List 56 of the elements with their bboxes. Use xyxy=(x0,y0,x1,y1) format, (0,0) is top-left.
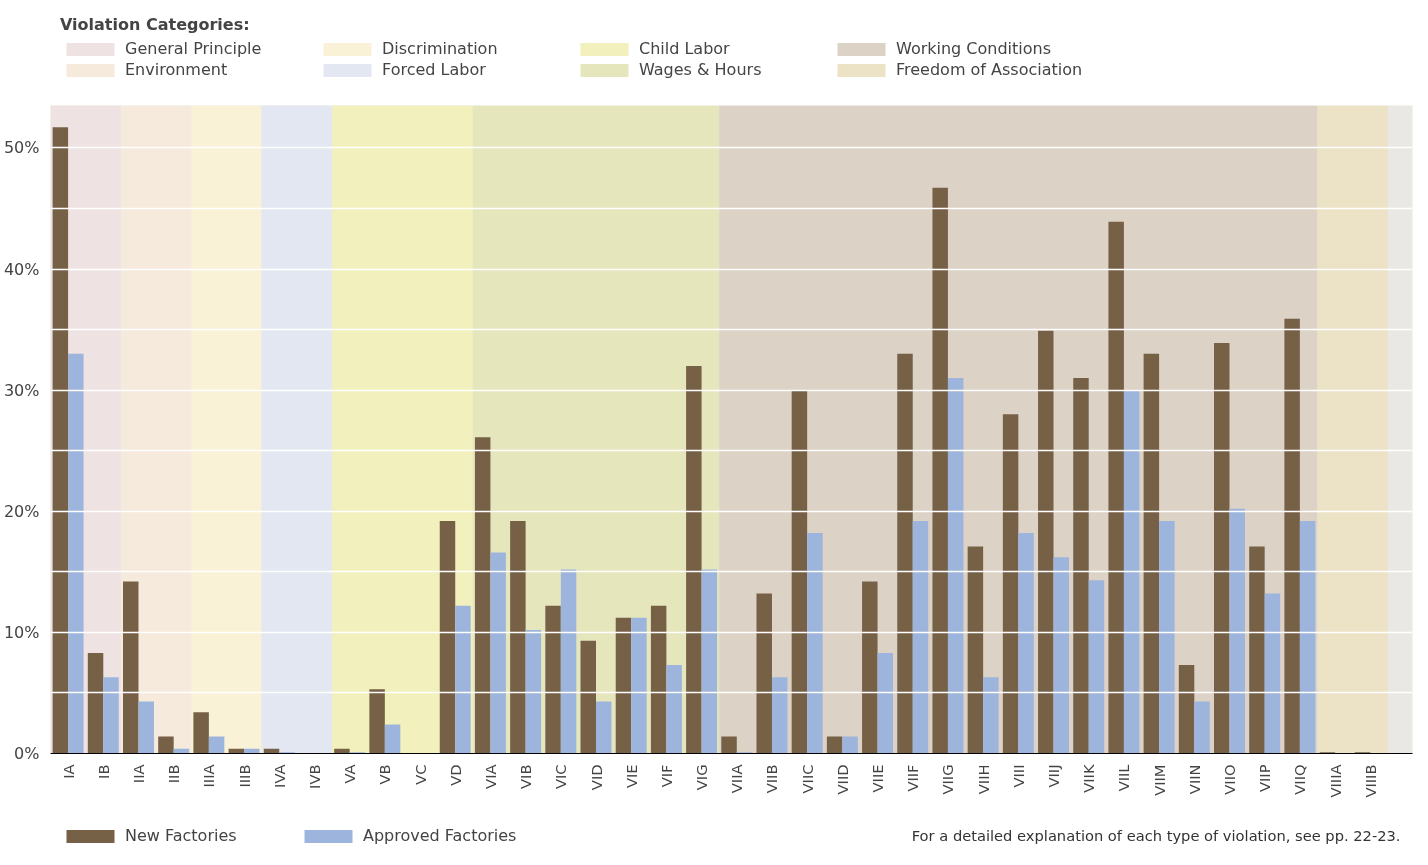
x-tick-label: VIIK xyxy=(1080,764,1098,793)
legend-label: Wages & Hours xyxy=(639,60,763,79)
x-tick-label: VIIC xyxy=(798,764,816,794)
x-tick-label: IVB xyxy=(305,764,323,789)
x-tick-label: VIIO xyxy=(1220,764,1238,795)
x-tick-label: VIIL xyxy=(1115,763,1133,792)
x-tick-label: IIIB xyxy=(235,764,253,788)
legend-title: Violation Categories: xyxy=(60,15,251,34)
x-tick-label: VIIH xyxy=(974,764,992,795)
y-tick-label: 20% xyxy=(3,501,40,521)
x-tick-label: VIIM xyxy=(1150,764,1168,796)
x-tick-label: VID xyxy=(587,764,605,791)
x-tick-label: VIF xyxy=(657,764,675,788)
x-tick-label: IIIA xyxy=(200,764,218,788)
legend-label: General Principle xyxy=(125,39,263,58)
x-tick-label: VIC xyxy=(552,764,570,790)
x-tick-label: VIIA xyxy=(728,764,746,794)
x-tick-label: VIE xyxy=(622,764,640,789)
legend-label: Environment xyxy=(125,60,229,79)
x-tick-label: VIIQ xyxy=(1291,764,1309,795)
x-tick-label: IB xyxy=(94,764,112,779)
x-tick-label: VIA xyxy=(481,764,499,789)
x-tick-label: VIIJ xyxy=(1045,764,1063,788)
x-tick-label: VIII xyxy=(1009,764,1027,788)
x-tick-label: VA xyxy=(341,764,359,784)
legend-label: Freedom of Association xyxy=(896,60,1084,79)
x-tick-label: VIID xyxy=(833,764,851,795)
x-tick-label: IIA xyxy=(129,764,147,784)
x-tick-label: VIIIA xyxy=(1326,764,1344,798)
x-tick-label: VIIB xyxy=(763,764,781,794)
y-tick-label: 0% xyxy=(14,744,40,763)
legend-label: New Factories xyxy=(125,826,238,845)
x-tick-label: VIIP xyxy=(1256,764,1274,793)
legend-label: Child Labor xyxy=(639,39,731,58)
x-tick-label: IIB xyxy=(165,764,183,784)
legend-label: Discrimination xyxy=(382,39,499,58)
x-tick-label: VIIIB xyxy=(1361,764,1379,798)
x-tick-label: VIIG xyxy=(939,764,957,795)
y-tick-label: 30% xyxy=(3,380,40,400)
text: For a detailed explanation of each type of violation, see pp. 22-23. xyxy=(911,826,1401,844)
x-tick-label: VIIN xyxy=(1185,764,1203,795)
legend-label: Working Conditions xyxy=(896,39,1053,58)
x-tick-label: IA xyxy=(59,764,77,779)
y-tick-label: 10% xyxy=(3,622,40,642)
x-tick-label: VC xyxy=(411,764,429,785)
y-tick-label: 40% xyxy=(3,259,40,279)
legend-label: Approved Factories xyxy=(363,826,518,845)
y-tick-label: 50% xyxy=(3,138,40,158)
x-tick-label: VIB xyxy=(517,764,535,789)
x-tick-label: VB xyxy=(376,764,394,785)
x-tick-label: VIIE xyxy=(869,764,887,793)
legend-label: Forced Labor xyxy=(382,60,487,79)
x-tick-label: VD xyxy=(446,764,464,786)
x-tick-label: VIG xyxy=(693,764,711,791)
x-tick-label: IVA xyxy=(270,764,288,788)
x-tick-label: VIIF xyxy=(904,764,922,792)
